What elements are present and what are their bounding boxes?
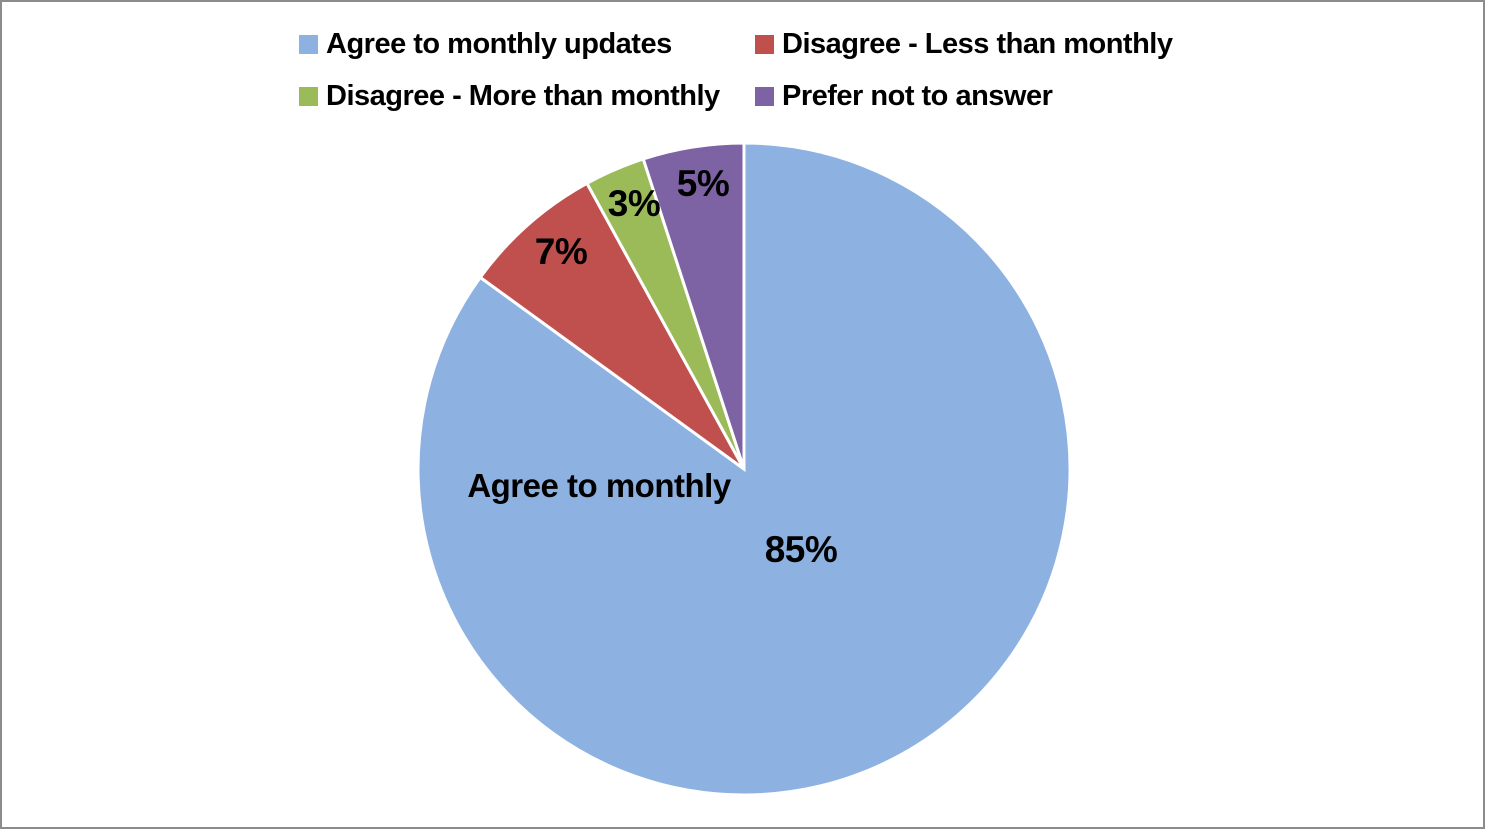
legend-item-label: Prefer not to answer [782, 79, 1053, 112]
pie-slice-prefer-not-to-answer[interactable] [641, 141, 746, 470]
legend-item-agree-monthly-updates[interactable]: Agree to monthly updates [299, 26, 672, 62]
legend-swatch-red-icon [755, 34, 774, 54]
legend-item-disagree-more-than-monthly[interactable]: Disagree - More than monthly [299, 78, 720, 114]
legend-swatch-green-icon [299, 86, 318, 106]
legend-item-disagree-less-than-monthly[interactable]: Disagree - Less than monthly [755, 26, 1173, 62]
legend-swatch-purple-icon [755, 86, 774, 106]
pie-slice-disagree-less-than-monthly[interactable] [478, 181, 746, 471]
legend-swatch-blue-icon [299, 34, 318, 54]
legend-item-label: Disagree - More than monthly [326, 79, 720, 112]
legend-item-label: Agree to monthly updates [326, 27, 672, 60]
legend-item-prefer-not-to-answer[interactable]: Prefer not to answer [755, 78, 1053, 114]
legend-item-label: Disagree - Less than monthly [782, 27, 1173, 60]
